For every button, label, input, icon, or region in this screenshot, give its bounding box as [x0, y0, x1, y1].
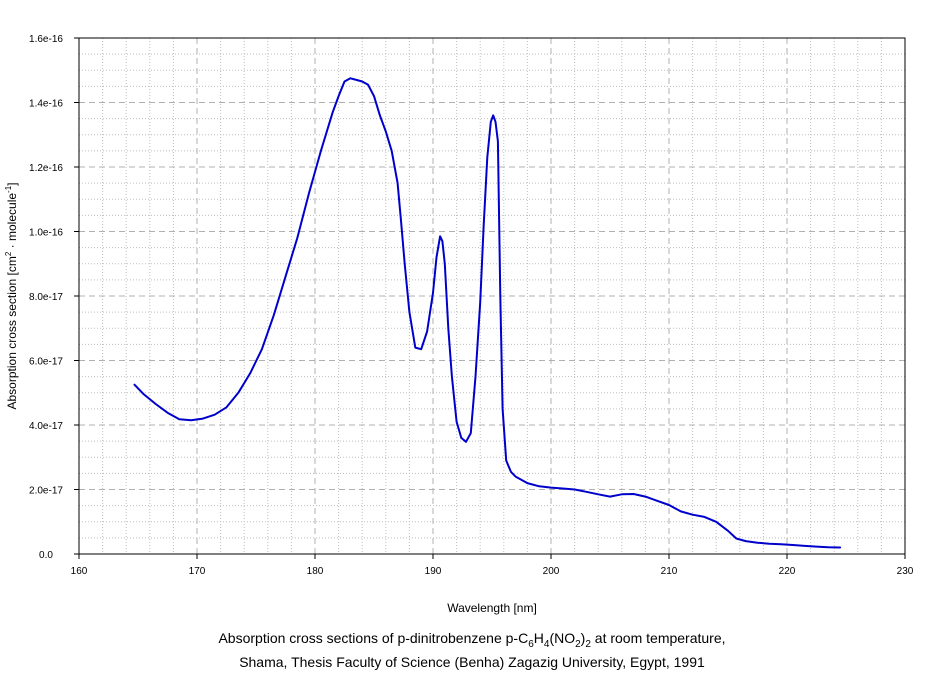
x-tick-label: 190	[425, 566, 442, 577]
x-tick-label: 230	[897, 566, 914, 577]
x-tick-label: 210	[661, 566, 678, 577]
y-axis-title: Absorption cross section [cm2 · molecule…	[4, 182, 19, 409]
x-axis-ticks: 160 170 180 190 200 210 220 230	[71, 554, 914, 577]
x-tick-label: 160	[71, 566, 88, 577]
y-tick-label: 8.0e-17	[29, 292, 63, 303]
y-tick-label: 6.0e-17	[29, 357, 63, 368]
x-tick-label: 170	[189, 566, 206, 577]
x-tick-label: 180	[307, 566, 324, 577]
y-tick-label: 2.0e-17	[29, 486, 63, 497]
chart-caption-line-2: Shama, Thesis Faculty of Science (Benha)…	[239, 654, 705, 670]
y-tick-label: 4.0e-17	[29, 421, 63, 432]
y-tick-label: 1.6e-16	[29, 34, 63, 45]
y-tick-label: 1.2e-16	[29, 163, 63, 174]
x-tick-label: 200	[543, 566, 560, 577]
x-tick-label: 220	[779, 566, 796, 577]
absorption-chart: 160 170 180 190 200 210 220 230 0.0 2.0e-17 4.0e-…	[4, 34, 914, 615]
y-axis-ticks: 0.0 2.0e-17 4.0e-17 6.0e-17 8.0e-17 1.0e-16 1.…	[29, 34, 79, 561]
series-line	[133, 77, 842, 549]
y-tick-label: 1.0e-16	[29, 228, 63, 239]
major-grid	[79, 38, 905, 554]
x-axis-title: Wavelength [nm]	[447, 601, 537, 615]
data-series	[133, 77, 842, 549]
chart-caption-line-1: Absorption cross sections of p-dinitrobe…	[218, 630, 726, 650]
y-tick-label: 1.4e-16	[29, 99, 63, 110]
y-tick-label: 0.0	[39, 550, 53, 561]
